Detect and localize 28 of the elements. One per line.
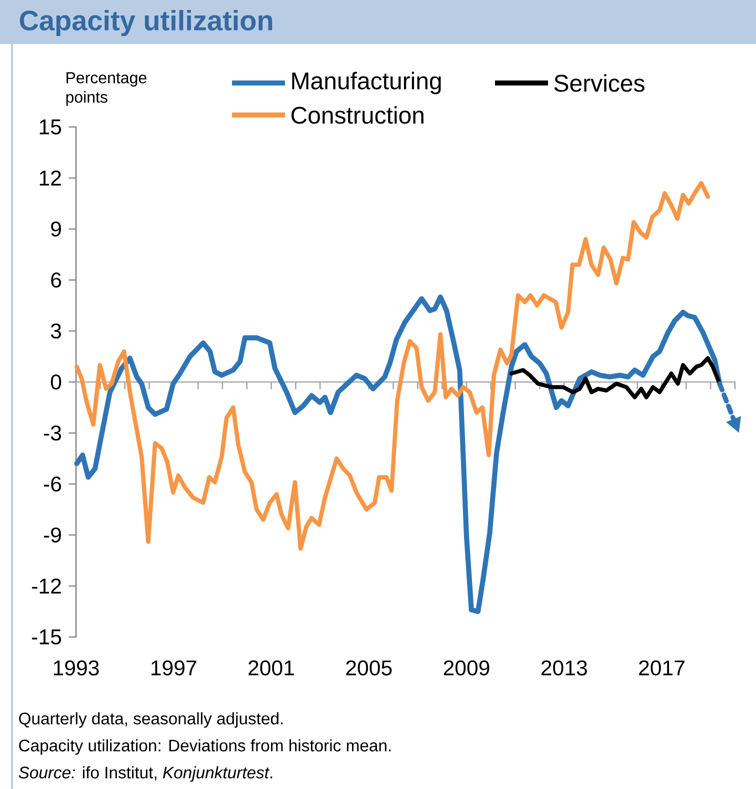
text: Capacity utilization: Deviations from historic mean. [19, 739, 391, 755]
text: Quarterly data, seasonally adjusted. [19, 712, 283, 728]
y-axis-title: Percentage points [66, 72, 146, 106]
legend-label: Services [554, 74, 644, 92]
y-tick-label: -9 [44, 527, 61, 543]
x-tick-label: 2017 [639, 660, 684, 676]
y-tick-label: 3 [50, 323, 62, 339]
y-tick-label: 9 [51, 221, 61, 237]
x-tick-label: 2001 [248, 660, 294, 676]
y-tick-label: -12 [32, 578, 61, 594]
legend-label: Manufacturing [292, 72, 441, 94]
x-tick-label: 2009 [444, 660, 490, 676]
line-series [74, 180, 710, 551]
x-tick-label: 1993 [54, 660, 99, 676]
x-tick-label: 1997 [152, 660, 196, 676]
y-tick-label: -6 [44, 476, 62, 492]
text: Source: ifo Institut, Konjunkturtest. [18, 766, 272, 782]
y-tick-label: 6 [51, 272, 62, 288]
legend-label: Construction [291, 106, 424, 124]
y-tick-label: 15 [40, 120, 62, 134]
line-series [509, 356, 722, 400]
x-tick-label: 2005 [346, 660, 392, 676]
chart-title: Capacity utilization [20, 10, 272, 36]
y-tick-label: 0 [50, 374, 62, 390]
y-tick-label: -3 [44, 425, 62, 441]
x-tick-label: 2013 [541, 660, 587, 676]
y-tick-label: 12 [40, 170, 61, 186]
y-tick-label: -15 [32, 630, 62, 644]
